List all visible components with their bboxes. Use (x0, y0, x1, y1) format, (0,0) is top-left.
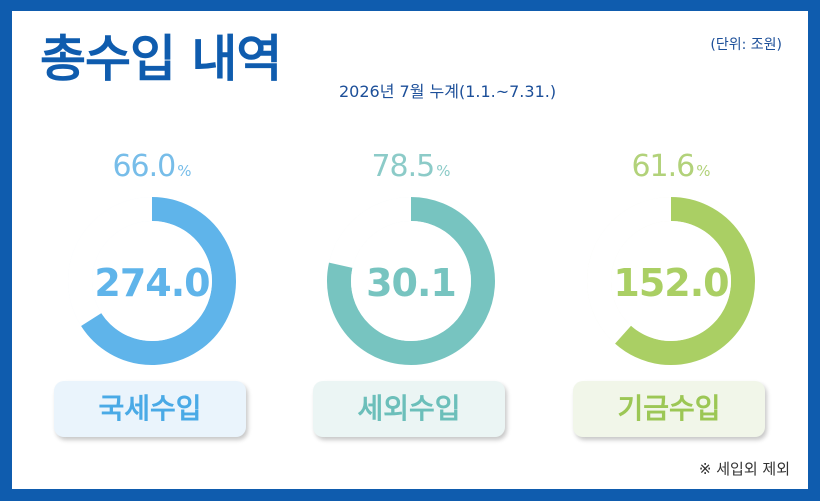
donut-arc (327, 197, 495, 365)
content-panel: 총수입 내역 2026년 7월 누계(1.1.~7.31.) (단위: 조원) … (12, 11, 808, 489)
percent-label: 78.5% (311, 149, 511, 184)
center-value: 30.1 (366, 261, 457, 305)
donut-arc (81, 197, 236, 365)
donut-arc (615, 197, 755, 365)
category-label: 국세수입 (54, 381, 246, 437)
donut-hole (92, 221, 212, 341)
percent-sign: % (696, 162, 711, 180)
category-label: 세외수입 (313, 381, 505, 437)
percent-value: 61.6 (631, 149, 695, 184)
percent-sign: % (177, 162, 192, 180)
unit-label: (단위: 조원) (710, 37, 782, 53)
center-value: 152.0 (613, 261, 729, 305)
ring-block-national-tax: 66.0% 274.0 국세수입 (52, 149, 252, 459)
percent-sign: % (436, 162, 451, 180)
period-subtitle: 2026년 7월 누계(1.1.~7.31.) (339, 82, 557, 101)
donut-chart (327, 197, 495, 365)
donut-chart (68, 197, 236, 365)
donut-hole (351, 221, 471, 341)
category-label: 기금수입 (573, 381, 765, 437)
percent-value: 78.5 (371, 149, 435, 184)
percent-value: 66.0 (112, 149, 176, 184)
page-title: 총수입 내역 (40, 30, 282, 88)
ring-block-non-tax: 78.5% 30.1 세외수입 (311, 149, 511, 459)
footnote: ※ 세입외 제외 (698, 460, 790, 478)
donut-hole (611, 221, 731, 341)
donut-chart (587, 197, 755, 365)
ring-block-fund: 61.6% 152.0 기금수입 (571, 149, 771, 459)
percent-label: 66.0% (52, 149, 252, 184)
center-value: 274.0 (94, 261, 210, 305)
percent-label: 61.6% (571, 149, 771, 184)
